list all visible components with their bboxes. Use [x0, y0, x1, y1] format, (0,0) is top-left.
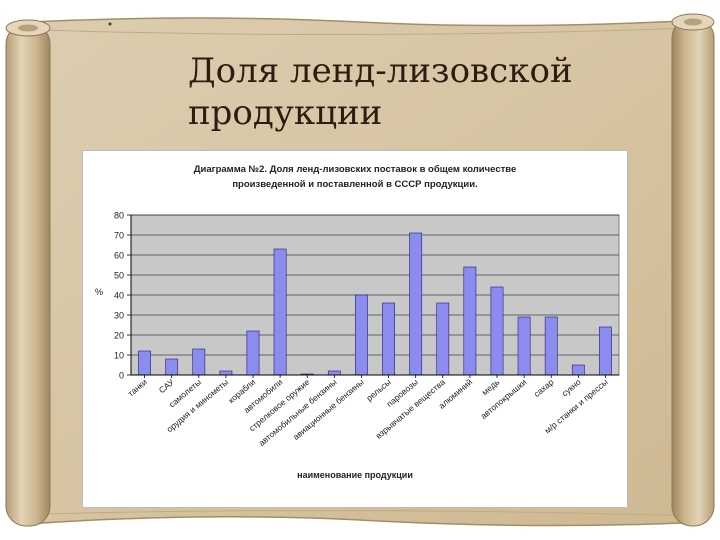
y-tick-label: 70 [114, 231, 124, 241]
bar [165, 358, 179, 376]
bar [571, 364, 585, 376]
y-tick-label: 10 [114, 351, 124, 361]
bar [436, 302, 450, 376]
x-tick-label: САУ [157, 376, 177, 395]
x-tick-label: медь [480, 377, 502, 398]
bar [246, 330, 260, 376]
y-tick-label: 40 [114, 291, 124, 301]
slide-title-line1: Доля ленд-лизовской [188, 51, 573, 91]
slide-title-line2: продукции [188, 93, 383, 133]
y-tick-label: 50 [114, 271, 124, 281]
y-tick-label: 0 [119, 371, 124, 381]
y-axis-label: % [95, 287, 103, 297]
x-tick-label: сукно [560, 377, 583, 399]
x-axis-label: наименование продукции [297, 470, 413, 480]
chart-title-line1: Диаграмма №2. Доля ленд-лизовских постав… [194, 164, 517, 175]
x-tick-label: сахар [532, 377, 556, 399]
slide-title: Доля ленд-лизовской продукции [188, 50, 668, 134]
y-tick-label: 80 [114, 211, 124, 221]
bar [219, 370, 233, 376]
bar [599, 326, 612, 376]
bar [490, 286, 504, 376]
bar [409, 232, 423, 376]
bar [544, 316, 558, 376]
bar [382, 302, 395, 376]
bar [355, 294, 368, 376]
x-tick-label: танки [126, 377, 149, 399]
chart-title-line2: произведенной и поставленной в СССР прод… [232, 179, 477, 190]
y-tick-label: 60 [114, 251, 124, 261]
bar [273, 248, 287, 376]
y-tick-label: 30 [114, 311, 124, 321]
bar [327, 370, 341, 376]
bar [517, 316, 531, 376]
chart-panel: Диаграмма №2. Доля ленд-лизовских постав… [82, 150, 628, 508]
bar [138, 350, 151, 376]
bar [463, 266, 477, 376]
bar [192, 348, 206, 376]
y-tick-label: 20 [114, 331, 124, 341]
bar-chart: Диаграмма №2. Доля ленд-лизовских постав… [95, 164, 620, 480]
